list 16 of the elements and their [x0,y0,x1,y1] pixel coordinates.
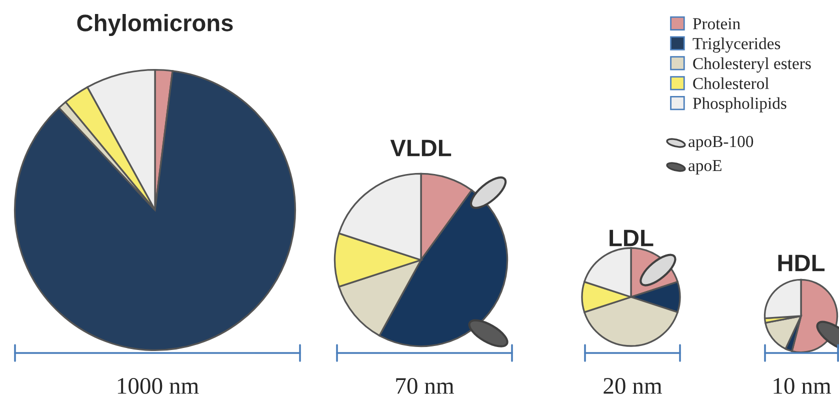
chart-title: HDL [778,254,825,272]
pie-slice [14,70,296,352]
chart-title: Chylomicrons [77,14,233,36]
text: 70 nm [396,378,454,394]
legend-label: Triglycerides [692,38,780,53]
legend-label: Cholesteryl esters [693,57,811,73]
text: 10 nm [774,378,831,394]
legend-label: Phospholipids [692,97,786,112]
chart-title: VLDL [390,140,452,156]
chart-title: LDL [610,230,654,246]
legend-label: Cholesterol [693,77,769,90]
text: 1000 nm [118,378,199,394]
text: 20 nm [604,378,662,394]
legend-label: Protein [692,18,740,30]
text: apoE [688,160,722,175]
text: apoB-100 [688,136,754,151]
